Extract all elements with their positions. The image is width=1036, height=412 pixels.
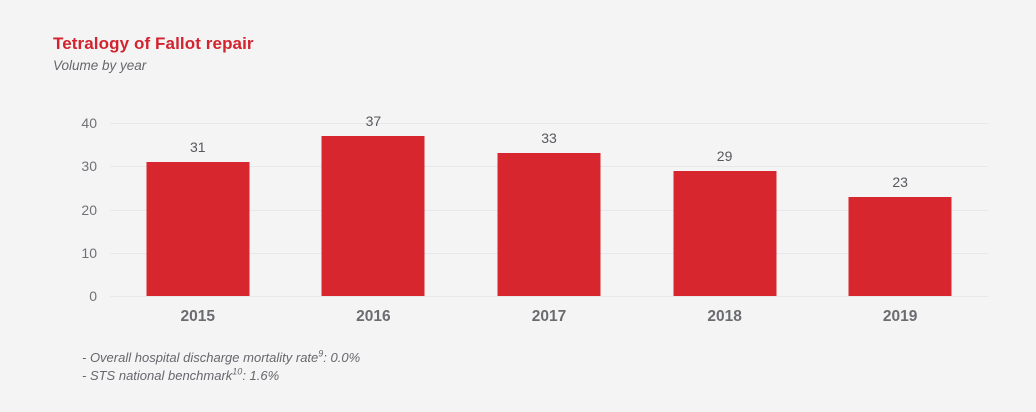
bar-group-2016: 37 2016: [286, 113, 462, 325]
footnote-sts-benchmark: - STS national benchmark10: 1.6%: [82, 367, 360, 385]
chart-header: Tetralogy of Fallot repair Volume by yea…: [53, 34, 254, 73]
footnote-superscript: 10: [232, 366, 243, 377]
bar-2016: [321, 135, 425, 296]
bar-group-2015: 31 2015: [110, 123, 286, 325]
gridline-y-0: [110, 296, 988, 297]
x-axis-year-label: 2019: [882, 308, 918, 325]
y-axis-tick-label: 20: [81, 201, 97, 218]
bar-2015: [146, 161, 250, 296]
bar-value-label: 37: [365, 112, 382, 129]
y-axis-tick-label: 0: [89, 288, 97, 304]
x-axis-year-label: 2017: [531, 308, 567, 325]
bar-2019: [848, 196, 952, 296]
footnote-text: - Overall hospital discharge mortality r…: [82, 350, 319, 365]
bar-group-2019: 23 2019: [812, 123, 988, 325]
y-axis-tick-label: 30: [81, 158, 97, 175]
gridline-y-40: [110, 123, 988, 124]
footnotes: - Overall hospital discharge mortality r…: [82, 349, 360, 384]
bar-value-label: 29: [716, 147, 733, 164]
footnote-mortality-rate: - Overall hospital discharge mortality r…: [82, 349, 360, 367]
footnote-value: : 0.0%: [323, 350, 361, 365]
bar-group-2018: 29 2018: [637, 123, 813, 325]
bar-2018: [673, 170, 777, 296]
y-axis-tick-label: 40: [81, 115, 97, 131]
bar-value-label: 23: [892, 173, 908, 190]
footnote-text: - STS national benchmark: [82, 367, 233, 383]
footnote-value: : 1.6%: [242, 367, 280, 383]
bar-value-label: 31: [190, 138, 206, 155]
y-axis-tick-label: 10: [81, 244, 97, 261]
chart-title: Tetralogy of Fallot repair: [53, 34, 254, 53]
bar-chart-plot-area: 0 10 20 30 40 31 2015 37 2016 33 2017 29 2018 23 2019: [81, 113, 988, 325]
x-axis-year-label: 2018: [707, 308, 742, 325]
bar-value-label: 33: [541, 130, 557, 147]
bars-layer: 31 2015 37 2016 33 2017 29 2018 23 2019: [110, 113, 988, 325]
bar-2017: [497, 153, 601, 296]
x-axis-year-label: 2015: [180, 308, 216, 325]
x-axis-year-label: 2016: [356, 308, 391, 325]
footnote-superscript: 9: [318, 348, 324, 359]
chart-subtitle: Volume by year: [53, 58, 147, 73]
bar-group-2017: 33 2017: [461, 123, 637, 325]
